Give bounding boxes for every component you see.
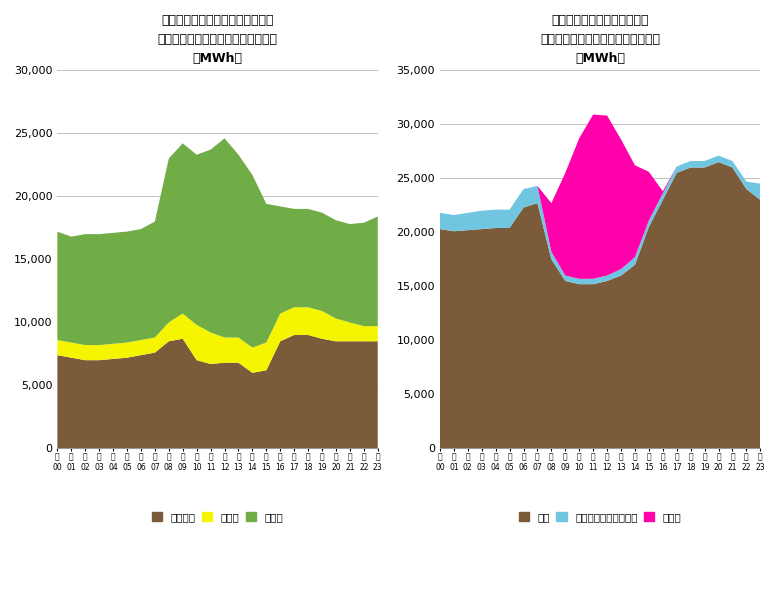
Legend: 火力発電, 原子力, 再エネ: 火力発電, 原子力, 再エネ: [148, 508, 287, 526]
Legend: 火力, 再エネ（太陽光以外）, 太陽光: 火力, 再エネ（太陽光以外）, 太陽光: [515, 508, 686, 526]
Title: 東京電力管内電源種別発電量
系統連携・揚水発電分は考慮しない
（MWh）: 東京電力管内電源種別発電量 系統連携・揚水発電分は考慮しない （MWh）: [540, 14, 660, 65]
Title: カリフォルニア州電源種別発電量
系統連系・ストレージは考慮しない
（MWh）: カリフォルニア州電源種別発電量 系統連系・ストレージは考慮しない （MWh）: [157, 14, 277, 65]
